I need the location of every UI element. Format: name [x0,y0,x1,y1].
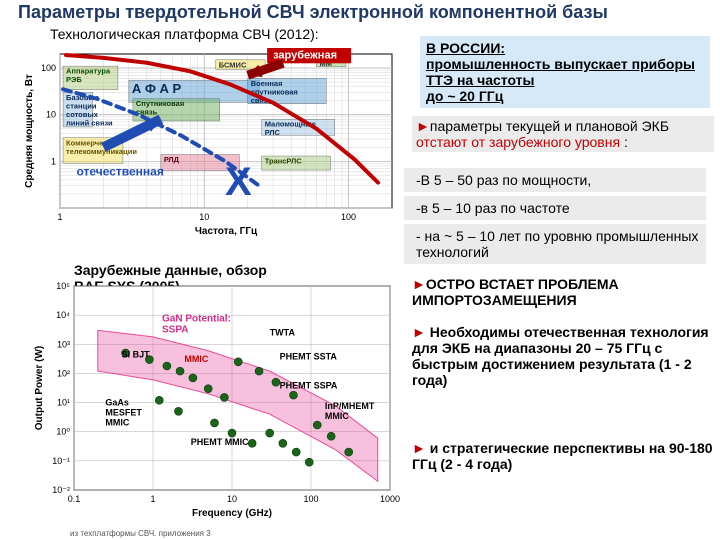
svg-text:БСМИС: БСМИС [219,60,247,69]
svg-text:РЛД: РЛД [164,155,180,164]
svg-text:10⁵: 10⁵ [56,281,70,291]
russia-line1: В РОССИИ: [426,40,505,56]
bullet-icon: ► [412,276,426,292]
svg-text:10: 10 [46,110,56,120]
svg-text:1: 1 [51,156,56,166]
russia-line2: промышленность выпускает приборы ТТЭ на … [426,56,695,88]
gap-intro-c: : [624,134,628,150]
svg-text:TWTA: TWTA [270,328,296,338]
svg-text:SSPA: SSPA [162,325,189,336]
x-mark: X [225,160,252,205]
svg-text:MESFET: MESFET [105,407,142,417]
svg-text:10¹: 10¹ [57,398,70,408]
bullet-icon: ► [416,118,430,134]
svg-text:РЛС: РЛС [265,128,281,137]
gap-freq: -в 5 – 10 раз по частоте [404,196,706,220]
svg-text:10⁰: 10⁰ [56,427,70,437]
svg-text:PHEMT SSPA: PHEMT SSPA [280,381,338,391]
gap-power: -В 5 – 50 раз по мощности, [404,168,706,192]
svg-text:линий связи: линий связи [66,118,113,127]
svg-text:РЭБ: РЭБ [66,75,82,84]
chart1-caption: Технологическая платформа СВЧ (2012): [50,26,319,42]
russia-line3: до ~ 20 ГГц [426,88,503,104]
bullet-icon: ► [412,324,426,340]
svg-text:1: 1 [150,494,155,504]
import-substitution-text: ОСТРО ВСТАЕТ ПРОБЛЕМА ИМПОРТОЗАМЕЩЕНИЯ [412,276,619,308]
svg-text:отечественная: отечественная [76,164,163,178]
svg-text:GaAs: GaAs [105,397,129,407]
svg-text:GaN Potential:: GaN Potential: [162,314,231,325]
svg-text:1: 1 [57,212,62,222]
svg-text:связь: связь [136,108,158,117]
svg-text:10²: 10² [57,368,70,378]
footer-note: из техплатформы СВЧ. приложения 3 [70,529,211,538]
svg-text:100: 100 [41,63,56,73]
svg-text:Средняя мощность, Вт: Средняя мощность, Вт [24,74,35,188]
gap-intro-a: параметры текущей и плановой ЭКБ [430,118,669,134]
gap-intro: ►параметры текущей и плановой ЭКБ отстаю… [412,116,714,152]
gap-intro-b: отстают от зарубежного уровня [416,134,624,150]
svg-text:1000: 1000 [380,494,400,504]
need-tech: ► Необходимы отечественная технология дл… [412,324,714,388]
svg-text:0.1: 0.1 [68,494,81,504]
svg-text:PHEMT SSTA: PHEMT SSTA [280,352,338,362]
svg-text:MMIC: MMIC [325,411,349,421]
svg-text:Frequency (GHz): Frequency (GHz) [192,508,272,519]
svg-text:10: 10 [199,212,209,222]
svg-text:10⁻¹: 10⁻¹ [52,456,70,466]
chart2-caption-a: Зарубежные данные, обзор [74,262,267,278]
svg-text:Частота, ГГц: Частота, ГГц [195,226,258,237]
svg-text:10⁴: 10⁴ [56,310,70,320]
svg-text:Si BJT: Si BJT [122,350,151,360]
svg-text:100: 100 [303,494,318,504]
chart-bae-sys: GaN Potential:SSPA Si BJT MMIC TWTA GaAsMESF… [30,280,400,520]
need-tech-text: Необходимы отечественная технология для … [412,324,709,388]
svg-text:телекоммуникации: телекоммуникации [66,147,137,156]
gap-years: - на ~ 5 – 10 лет по уровню промышленных… [404,224,706,264]
svg-text:MMIC: MMIC [105,417,129,427]
svg-text:10³: 10³ [57,339,70,349]
svg-text:ТрансРЛС: ТрансРЛС [265,157,303,166]
page-title: Параметры твердотельной СВЧ электронной … [18,2,608,23]
svg-text:100: 100 [341,212,356,222]
import-substitution: ►ОСТРО ВСТАЕТ ПРОБЛЕМА ИМПОРТОЗАМЕЩЕНИЯ [412,276,714,308]
strategic: ► и стратегические перспективы на 90-180… [412,440,714,472]
svg-text:10: 10 [227,494,237,504]
svg-text:10⁻²: 10⁻² [52,485,70,495]
strategic-text: и стратегические перспективы на 90-180 Г… [412,440,713,472]
bullet-icon: ► [412,440,426,456]
svg-text:PHEMT MMIC: PHEMT MMIC [191,437,249,447]
svg-text:MMIC: MMIC [184,354,208,364]
svg-text:Output Power (W): Output Power (W) [34,346,45,430]
svg-text:InP/MHEMT: InP/MHEMT [325,401,375,411]
svg-text:А Ф А Р: А Ф А Р [132,81,182,96]
svg-text:зарубежная: зарубежная [273,49,337,61]
chart-tech-platform: АппаратураРЭББазовыестанциисотовыхлиний … [20,48,400,238]
russia-box: В РОССИИ: промышленность выпускает прибо… [420,36,710,108]
